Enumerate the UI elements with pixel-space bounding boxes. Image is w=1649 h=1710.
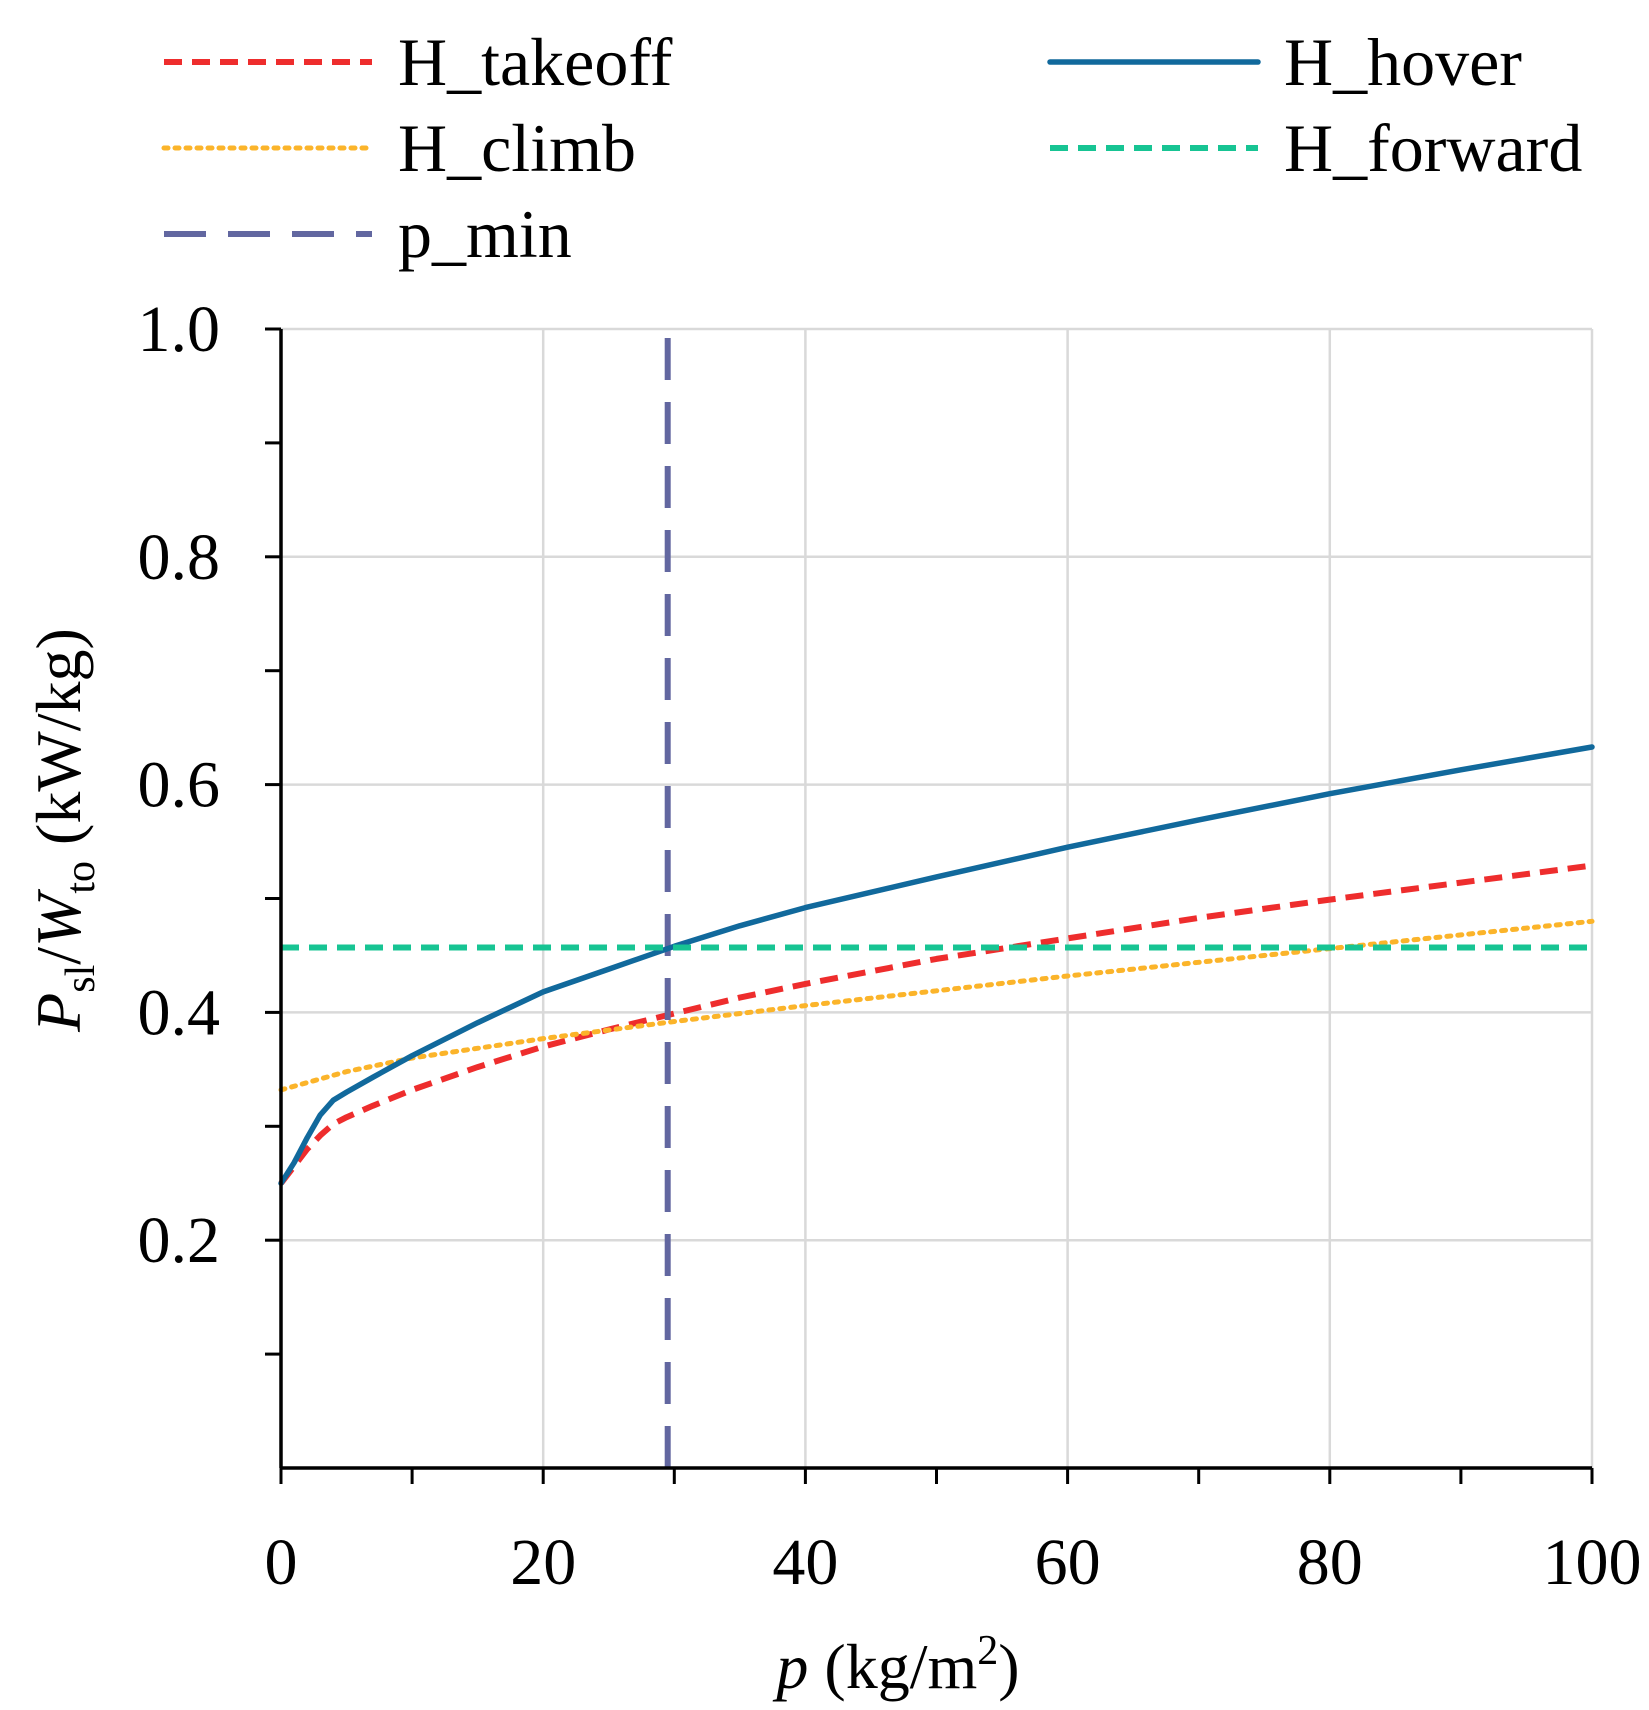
- tick-labels: 0 20 40 60 80 100 0.2 0.4 0.6 0.8 1.0: [138, 293, 1642, 1599]
- y-tick-label: 0.6: [138, 749, 221, 822]
- x-tick-label: 100: [1543, 1526, 1642, 1599]
- x-axis-title: p (kg/m2): [772, 1628, 1019, 1702]
- y-tick-label: 0.4: [138, 976, 221, 1049]
- grid: [281, 327, 1594, 1468]
- legend-label-h-takeoff: H_takeoff: [398, 24, 673, 100]
- x-tick-label: 40: [772, 1526, 838, 1599]
- ticks: [265, 327, 1594, 1484]
- y-tick-label: 0.8: [138, 521, 221, 594]
- x-tick-label: 20: [510, 1526, 576, 1599]
- legend: H_takeoff H_climb p_min H_hover H_forward: [161, 24, 1582, 272]
- y-axis-title: Psl/Wto (kW/kg): [23, 628, 104, 1033]
- series-line-h-takeoff: [278, 862, 1593, 1186]
- series-layer: [278, 329, 1595, 1468]
- y-tick-label: 0.2: [138, 1204, 221, 1277]
- y-tick-label: 1.0: [138, 293, 221, 366]
- x-tick-label: 0: [265, 1526, 298, 1599]
- series-line-h-hover: [278, 744, 1595, 1187]
- x-tick-label: 80: [1297, 1526, 1363, 1599]
- legend-label-h-climb: H_climb: [398, 110, 636, 186]
- legend-label-h-forward: H_forward: [1284, 110, 1582, 186]
- axes: [279, 329, 1592, 1470]
- legend-label-p-min: p_min: [398, 196, 572, 272]
- legend-label-h-hover: H_hover: [1284, 24, 1522, 100]
- x-tick-label: 60: [1035, 1526, 1101, 1599]
